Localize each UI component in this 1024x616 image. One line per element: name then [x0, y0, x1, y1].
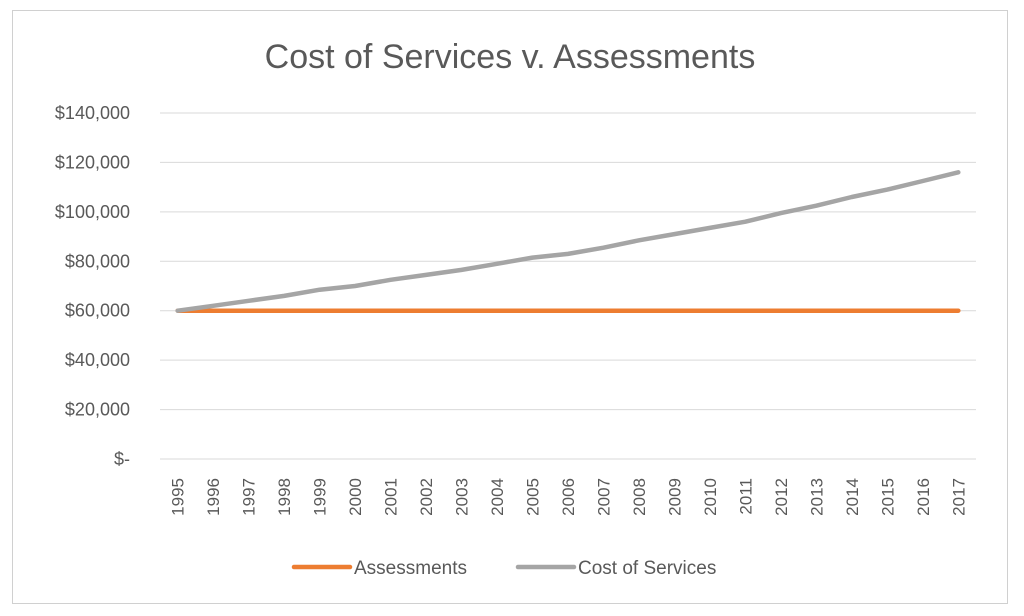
y-tick-label: $40,000	[65, 350, 130, 370]
x-tick-label: 2011	[736, 478, 755, 515]
x-tick-label: 2004	[488, 478, 507, 516]
series-lines	[175, 170, 961, 313]
y-tick-label: $120,000	[55, 152, 130, 172]
x-tick-label: 2014	[843, 478, 862, 516]
chart-frame	[12, 10, 1008, 604]
y-tick-label: $-	[114, 449, 130, 469]
legend-label: Assessments	[354, 558, 467, 579]
x-tick-label: 2003	[453, 478, 472, 516]
x-tick-label: 1995	[169, 478, 188, 516]
legend-item-assessments: Assessments	[291, 558, 467, 579]
y-tick-label: $60,000	[65, 301, 130, 321]
x-tick-label: 2016	[914, 478, 933, 516]
x-tick-label: 2001	[382, 478, 401, 516]
x-tick-label: 1998	[275, 478, 294, 516]
x-tick-label: 2009	[665, 478, 684, 516]
chart-title: Cost of Services v. Assessments	[265, 38, 756, 76]
y-tick-label: $20,000	[65, 400, 130, 420]
series-line-cost-of-services	[175, 170, 961, 313]
x-tick-label: 2013	[807, 478, 826, 516]
legend-label: Cost of Services	[578, 558, 716, 579]
legend: Assessments Cost of Services	[291, 558, 716, 579]
legend-item-cost-of-services: Cost of Services	[515, 558, 716, 579]
x-tick-label: 1997	[240, 478, 259, 516]
grid-lines	[160, 112, 976, 460]
x-tick-label: 2017	[949, 478, 968, 516]
x-tick-label: 2005	[524, 478, 543, 516]
x-tick-label: 2002	[417, 478, 436, 516]
x-axis-ticks: 1995 1996 1997 1998 1999 2000 2001 2002 2003 2004…	[169, 478, 969, 516]
y-tick-label: $80,000	[65, 251, 130, 271]
x-tick-label: 2015	[878, 478, 897, 516]
x-tick-label: 2008	[630, 478, 649, 516]
y-tick-label: $100,000	[55, 202, 130, 222]
x-tick-label: 1996	[204, 478, 223, 516]
x-tick-label: 2010	[701, 478, 720, 516]
x-tick-label: 2007	[594, 478, 613, 516]
x-tick-label: 2012	[772, 478, 791, 516]
x-tick-label: 2006	[559, 478, 578, 516]
x-tick-label: 1999	[311, 478, 330, 516]
x-tick-label: 2000	[346, 478, 365, 516]
y-tick-label: $140,000	[55, 103, 130, 123]
y-axis-ticks: $- $20,000 $40,000 $60,000 $80,000 $100,000 $1…	[55, 103, 130, 469]
